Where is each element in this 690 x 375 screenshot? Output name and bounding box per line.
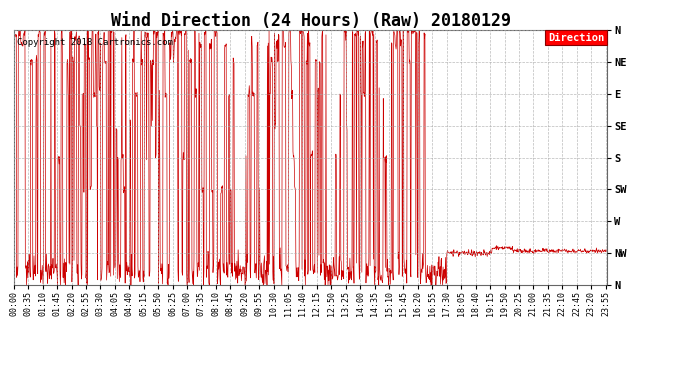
Title: Wind Direction (24 Hours) (Raw) 20180129: Wind Direction (24 Hours) (Raw) 20180129 <box>110 12 511 30</box>
Text: Direction: Direction <box>548 33 604 42</box>
Text: Copyright 2018 Cartronics.com: Copyright 2018 Cartronics.com <box>17 38 172 46</box>
